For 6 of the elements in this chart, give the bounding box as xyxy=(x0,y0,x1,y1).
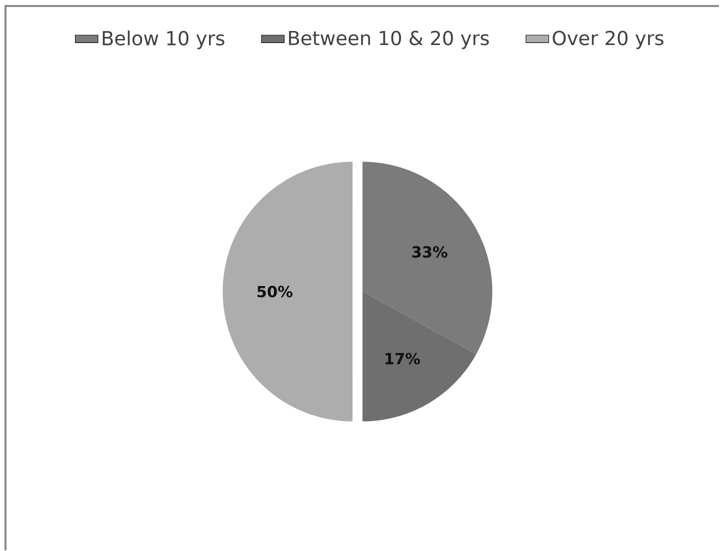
legend-label: Below 10 yrs xyxy=(102,30,224,50)
legend-label: Between 10 & 20 yrs xyxy=(289,30,489,49)
legend-label: Over 20 yrs xyxy=(552,30,664,49)
data-label: 50% xyxy=(257,286,292,298)
data-label: 33% xyxy=(412,246,448,258)
data-label: 17% xyxy=(386,352,420,364)
